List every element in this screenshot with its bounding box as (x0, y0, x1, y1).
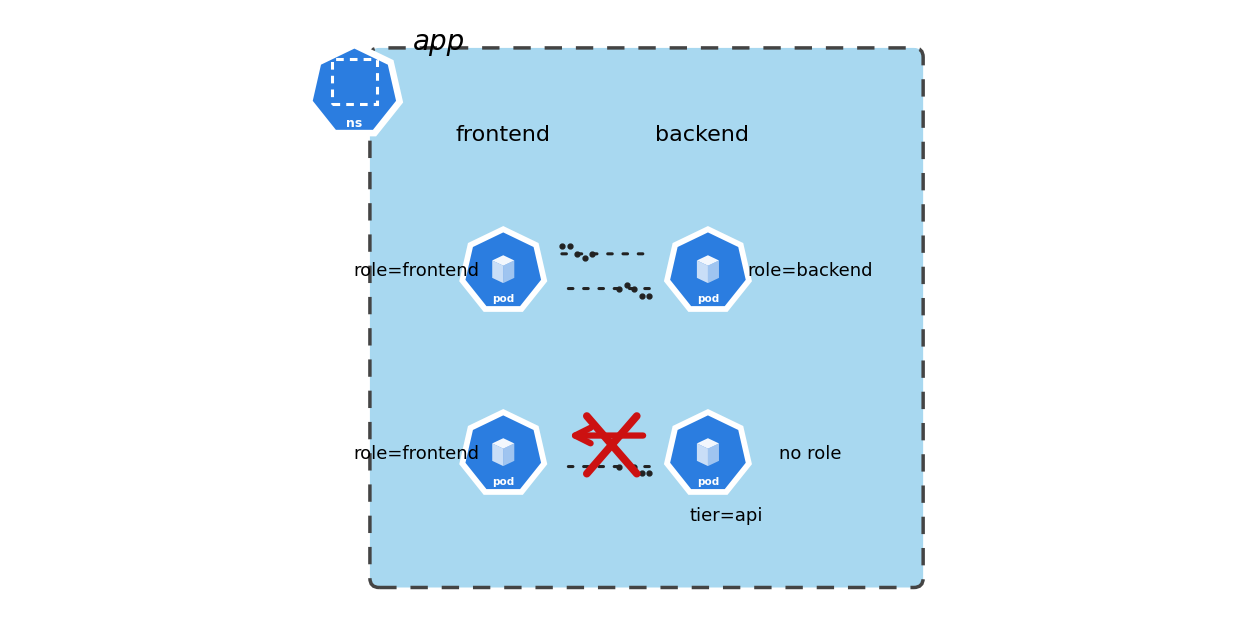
Polygon shape (697, 444, 708, 466)
Text: no role: no role (779, 445, 842, 463)
Polygon shape (464, 231, 543, 308)
Polygon shape (697, 260, 708, 283)
Polygon shape (492, 255, 514, 265)
Text: pod: pod (697, 293, 719, 303)
Text: frontend: frontend (456, 125, 551, 145)
Polygon shape (464, 414, 543, 490)
Polygon shape (697, 438, 719, 449)
Polygon shape (708, 260, 719, 283)
Polygon shape (305, 41, 403, 136)
Polygon shape (460, 409, 548, 495)
Text: backend: backend (655, 125, 749, 145)
Text: app: app (413, 27, 465, 55)
Text: role=frontend: role=frontend (353, 445, 480, 463)
Polygon shape (460, 226, 548, 312)
Polygon shape (503, 260, 514, 283)
Polygon shape (669, 231, 748, 308)
Text: tier=api: tier=api (690, 507, 764, 525)
Polygon shape (492, 260, 503, 283)
Polygon shape (311, 47, 398, 131)
Polygon shape (492, 444, 503, 466)
Text: pod: pod (492, 477, 514, 487)
Text: pod: pod (697, 477, 719, 487)
FancyBboxPatch shape (370, 48, 923, 587)
Polygon shape (664, 409, 751, 495)
Text: role=frontend: role=frontend (353, 262, 480, 280)
Text: ns: ns (346, 117, 362, 130)
Text: pod: pod (492, 293, 514, 303)
Polygon shape (664, 226, 751, 312)
Text: role=backend: role=backend (748, 262, 873, 280)
Polygon shape (708, 444, 719, 466)
Polygon shape (669, 414, 748, 490)
Polygon shape (697, 255, 719, 265)
Polygon shape (492, 438, 514, 449)
Polygon shape (503, 444, 514, 466)
